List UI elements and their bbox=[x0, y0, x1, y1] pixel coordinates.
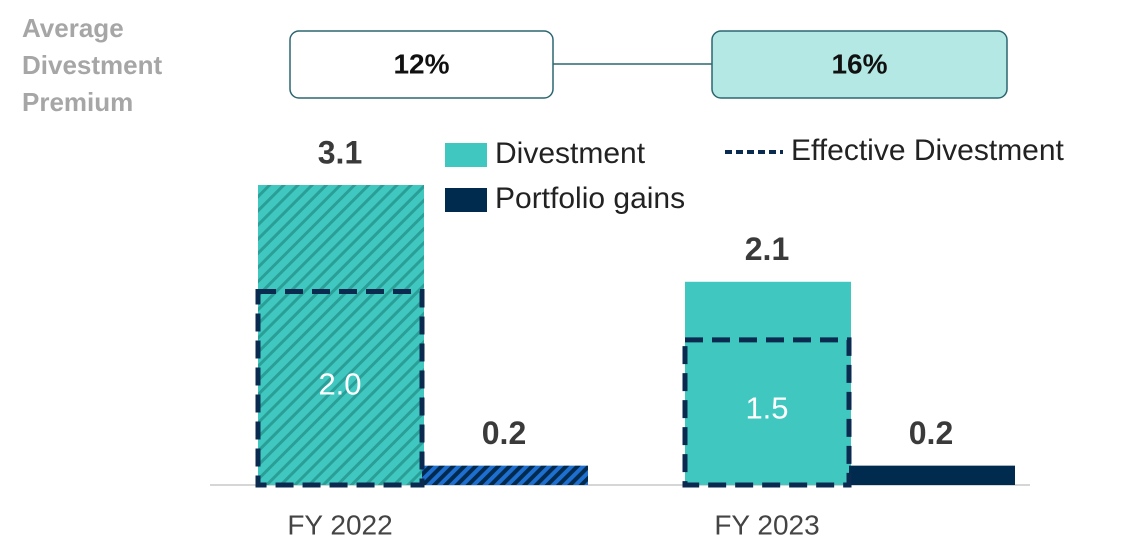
effective-bar bbox=[255, 288, 425, 488]
premium-value: 12% bbox=[393, 48, 449, 79]
premium-box bbox=[289, 30, 554, 99]
legend-label: Portfolio gains bbox=[495, 182, 685, 215]
value-label: 3.1 bbox=[318, 134, 362, 170]
legend-label: Effective Divestment bbox=[791, 134, 1065, 167]
inner-label: 2.0 bbox=[318, 366, 361, 401]
legend-swatch bbox=[445, 143, 487, 167]
value-label: 0.2 bbox=[482, 415, 526, 451]
legend-label: Divestment bbox=[495, 137, 646, 170]
premium-label: Average Divestment Premium bbox=[22, 13, 163, 117]
x-tick-label: FY 2023 bbox=[714, 509, 819, 540]
bar bbox=[685, 281, 851, 485]
premium-box bbox=[711, 30, 1008, 99]
bar bbox=[422, 465, 588, 485]
value-label: 0.2 bbox=[909, 415, 953, 451]
effective-bar bbox=[682, 337, 852, 488]
bar bbox=[849, 465, 1015, 485]
x-tick-label: FY 2022 bbox=[287, 509, 392, 540]
inner-label: 1.5 bbox=[745, 391, 788, 426]
bar bbox=[258, 185, 424, 485]
value-label: 2.1 bbox=[745, 231, 789, 267]
legend-swatch bbox=[445, 188, 487, 212]
premium-value: 16% bbox=[831, 48, 887, 79]
